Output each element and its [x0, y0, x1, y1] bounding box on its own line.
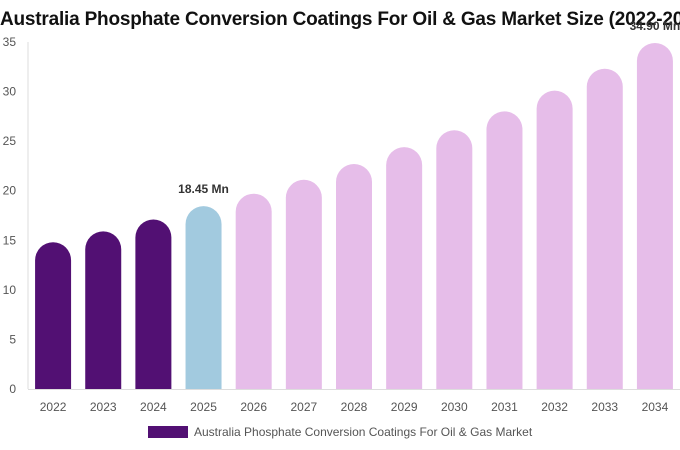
bar-2022	[35, 242, 72, 389]
data-label-2025: 18.45 Mn	[178, 182, 229, 196]
x-tick-label: 2031	[491, 400, 518, 414]
chart-title: Australia Phosphate Conversion Coatings …	[0, 9, 680, 30]
y-axis: 0 5 10 15 20 25 30 35	[3, 35, 29, 396]
x-tick-label: 2027	[290, 400, 317, 414]
y-tick-label: 10	[3, 283, 17, 297]
bar-2023	[85, 231, 122, 389]
bar-2030	[436, 130, 473, 390]
bar-2031	[486, 111, 523, 389]
y-tick-label: 20	[3, 184, 17, 198]
y-tick-label: 30	[3, 85, 17, 99]
x-tick-label: 2026	[240, 400, 267, 414]
x-tick-label: 2028	[341, 400, 368, 414]
bar-2028	[336, 163, 372, 389]
legend-label: Australia Phosphate Conversion Coatings …	[194, 425, 533, 439]
bar-2033	[586, 68, 623, 390]
bar-2024	[135, 219, 172, 389]
x-tick-label: 2025	[190, 400, 217, 414]
x-tick-label: 2024	[140, 400, 167, 414]
y-tick-label: 5	[9, 332, 16, 346]
bar-2032	[536, 90, 573, 389]
legend: Australia Phosphate Conversion Coatings …	[148, 425, 532, 439]
y-tick-label: 0	[9, 382, 16, 396]
x-tick-label: 2032	[541, 400, 568, 414]
bar-2027	[285, 179, 322, 389]
y-tick-label: 35	[3, 35, 17, 49]
legend-swatch	[148, 426, 188, 438]
y-tick-label: 15	[3, 233, 17, 247]
bar-2034	[636, 42, 673, 390]
data-label-2034: 34.90 Mn	[630, 19, 680, 33]
x-tick-label: 2033	[591, 400, 618, 414]
x-tick-label: 2030	[441, 400, 468, 414]
bar-2025	[185, 206, 222, 389]
bar-2026	[235, 193, 272, 389]
data-labels: 18.45 Mn 34.90 Mn	[178, 19, 680, 196]
x-tick-label: 2022	[40, 400, 67, 414]
y-tick-label: 25	[3, 134, 17, 148]
bars	[35, 42, 673, 390]
x-tick-label: 2023	[90, 400, 117, 414]
x-tick-label: 2029	[391, 400, 418, 414]
bar-2029	[386, 147, 423, 389]
x-axis: 2022 2023 2024 2025 2026 2027 2028 2029 2030 2031…	[28, 389, 680, 414]
x-tick-label: 2034	[642, 400, 669, 414]
